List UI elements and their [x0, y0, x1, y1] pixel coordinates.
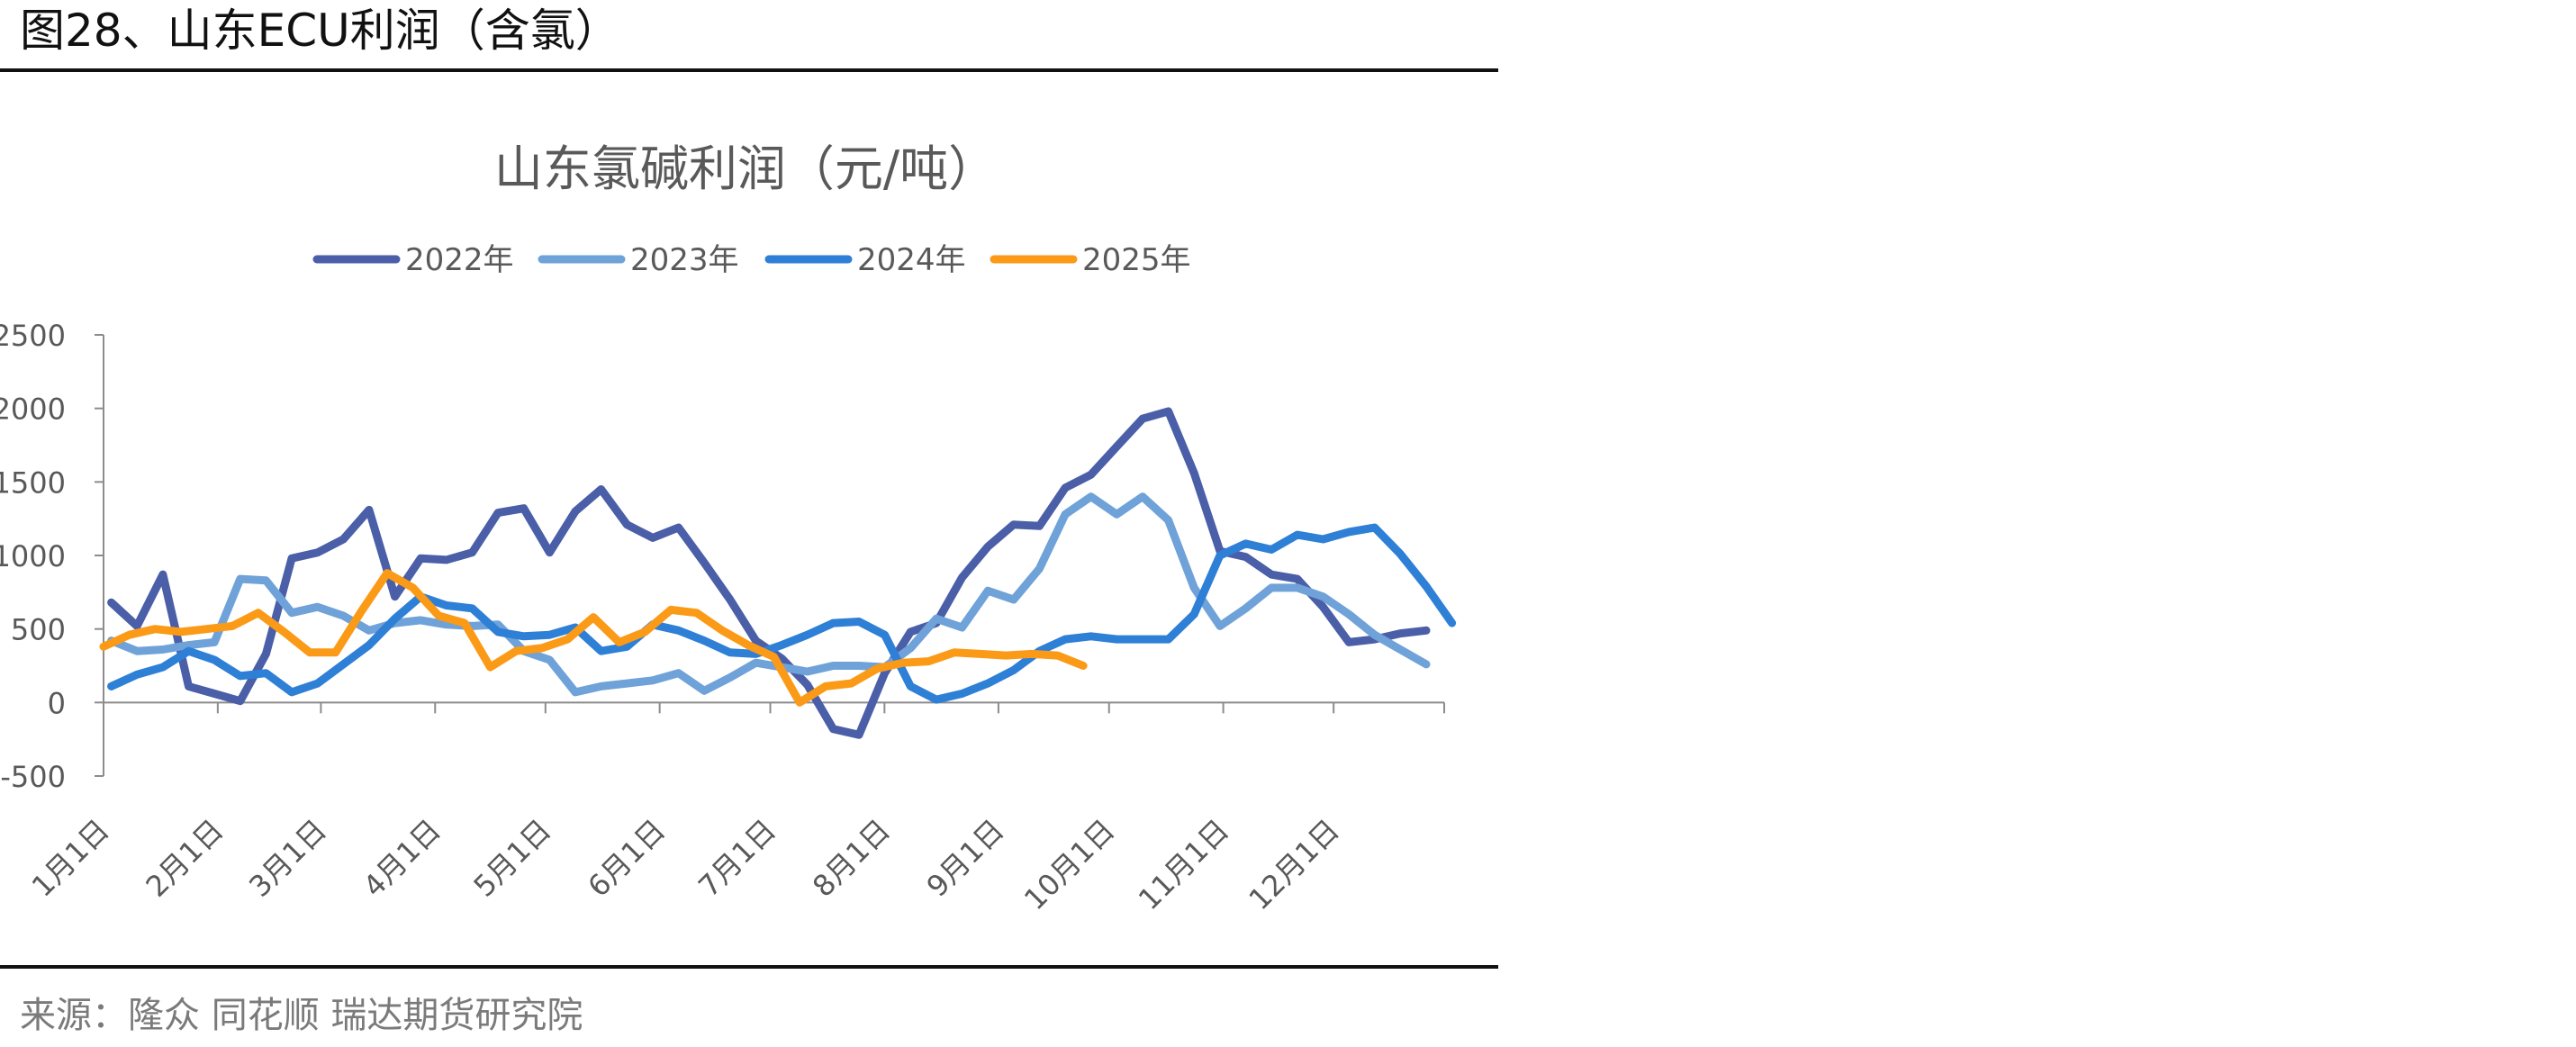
x-tick-label: 6月1日	[581, 813, 672, 904]
legend-label: 2024年	[857, 242, 966, 278]
x-tick-label: 5月1日	[467, 813, 558, 904]
y-tick-label: 2000	[0, 393, 66, 427]
y-tick-label: 1500	[0, 465, 66, 500]
x-tick-label: 11月1日	[1132, 813, 1235, 916]
source-note: 来源：隆众 同花顺 瑞达期货研究院	[20, 995, 583, 1036]
series-line-2024年	[107, 523, 1457, 704]
x-tick-label: 12月1日	[1242, 813, 1345, 916]
x-tick-label: 4月1日	[357, 813, 447, 904]
series-line-2023年	[107, 492, 1431, 697]
legend: 2022年 2023年 2024年 2025年	[312, 242, 1191, 278]
y-tick-label: 500	[11, 613, 66, 647]
chart-title: 山东氯碱利润（元/吨）	[494, 140, 997, 197]
legend-label: 2022年	[405, 242, 514, 278]
y-tick-label: 1000	[0, 539, 66, 573]
chart: 山东氯碱利润（元/吨） 2022年 2023年 2024年 2025年 -500 0 50…	[0, 140, 1457, 916]
footer-rule	[0, 965, 1498, 969]
legend-label: 2023年	[630, 242, 739, 278]
x-tick-label: 1月1日	[25, 813, 116, 904]
x-tick-label: 7月1日	[691, 813, 782, 904]
y-tick-label: -500	[0, 760, 66, 794]
y-tick-label: 0	[48, 686, 66, 720]
x-tick-label: 9月1日	[920, 813, 1011, 904]
x-tick-label: 8月1日	[806, 813, 897, 904]
x-tick-label: 10月1日	[1017, 813, 1121, 916]
y-axis: -500 0 500 1000 1500 2000 2500	[0, 319, 104, 794]
header-rule	[0, 68, 1498, 72]
x-axis: 1月1日 2月1日 3月1日 4月1日 5月1日 6月1日 7月1日 8月1日 9月1日 10月1…	[25, 701, 1445, 916]
series-layer	[99, 407, 1457, 739]
figure-title: 图28、山东ECU利润（含氯）	[20, 5, 620, 57]
legend-label: 2025年	[1082, 242, 1191, 278]
x-tick-label: 3月1日	[242, 813, 333, 904]
series-line-2025年	[99, 569, 1088, 707]
y-tick-label: 2500	[0, 319, 66, 353]
x-tick-label: 2月1日	[140, 813, 230, 904]
